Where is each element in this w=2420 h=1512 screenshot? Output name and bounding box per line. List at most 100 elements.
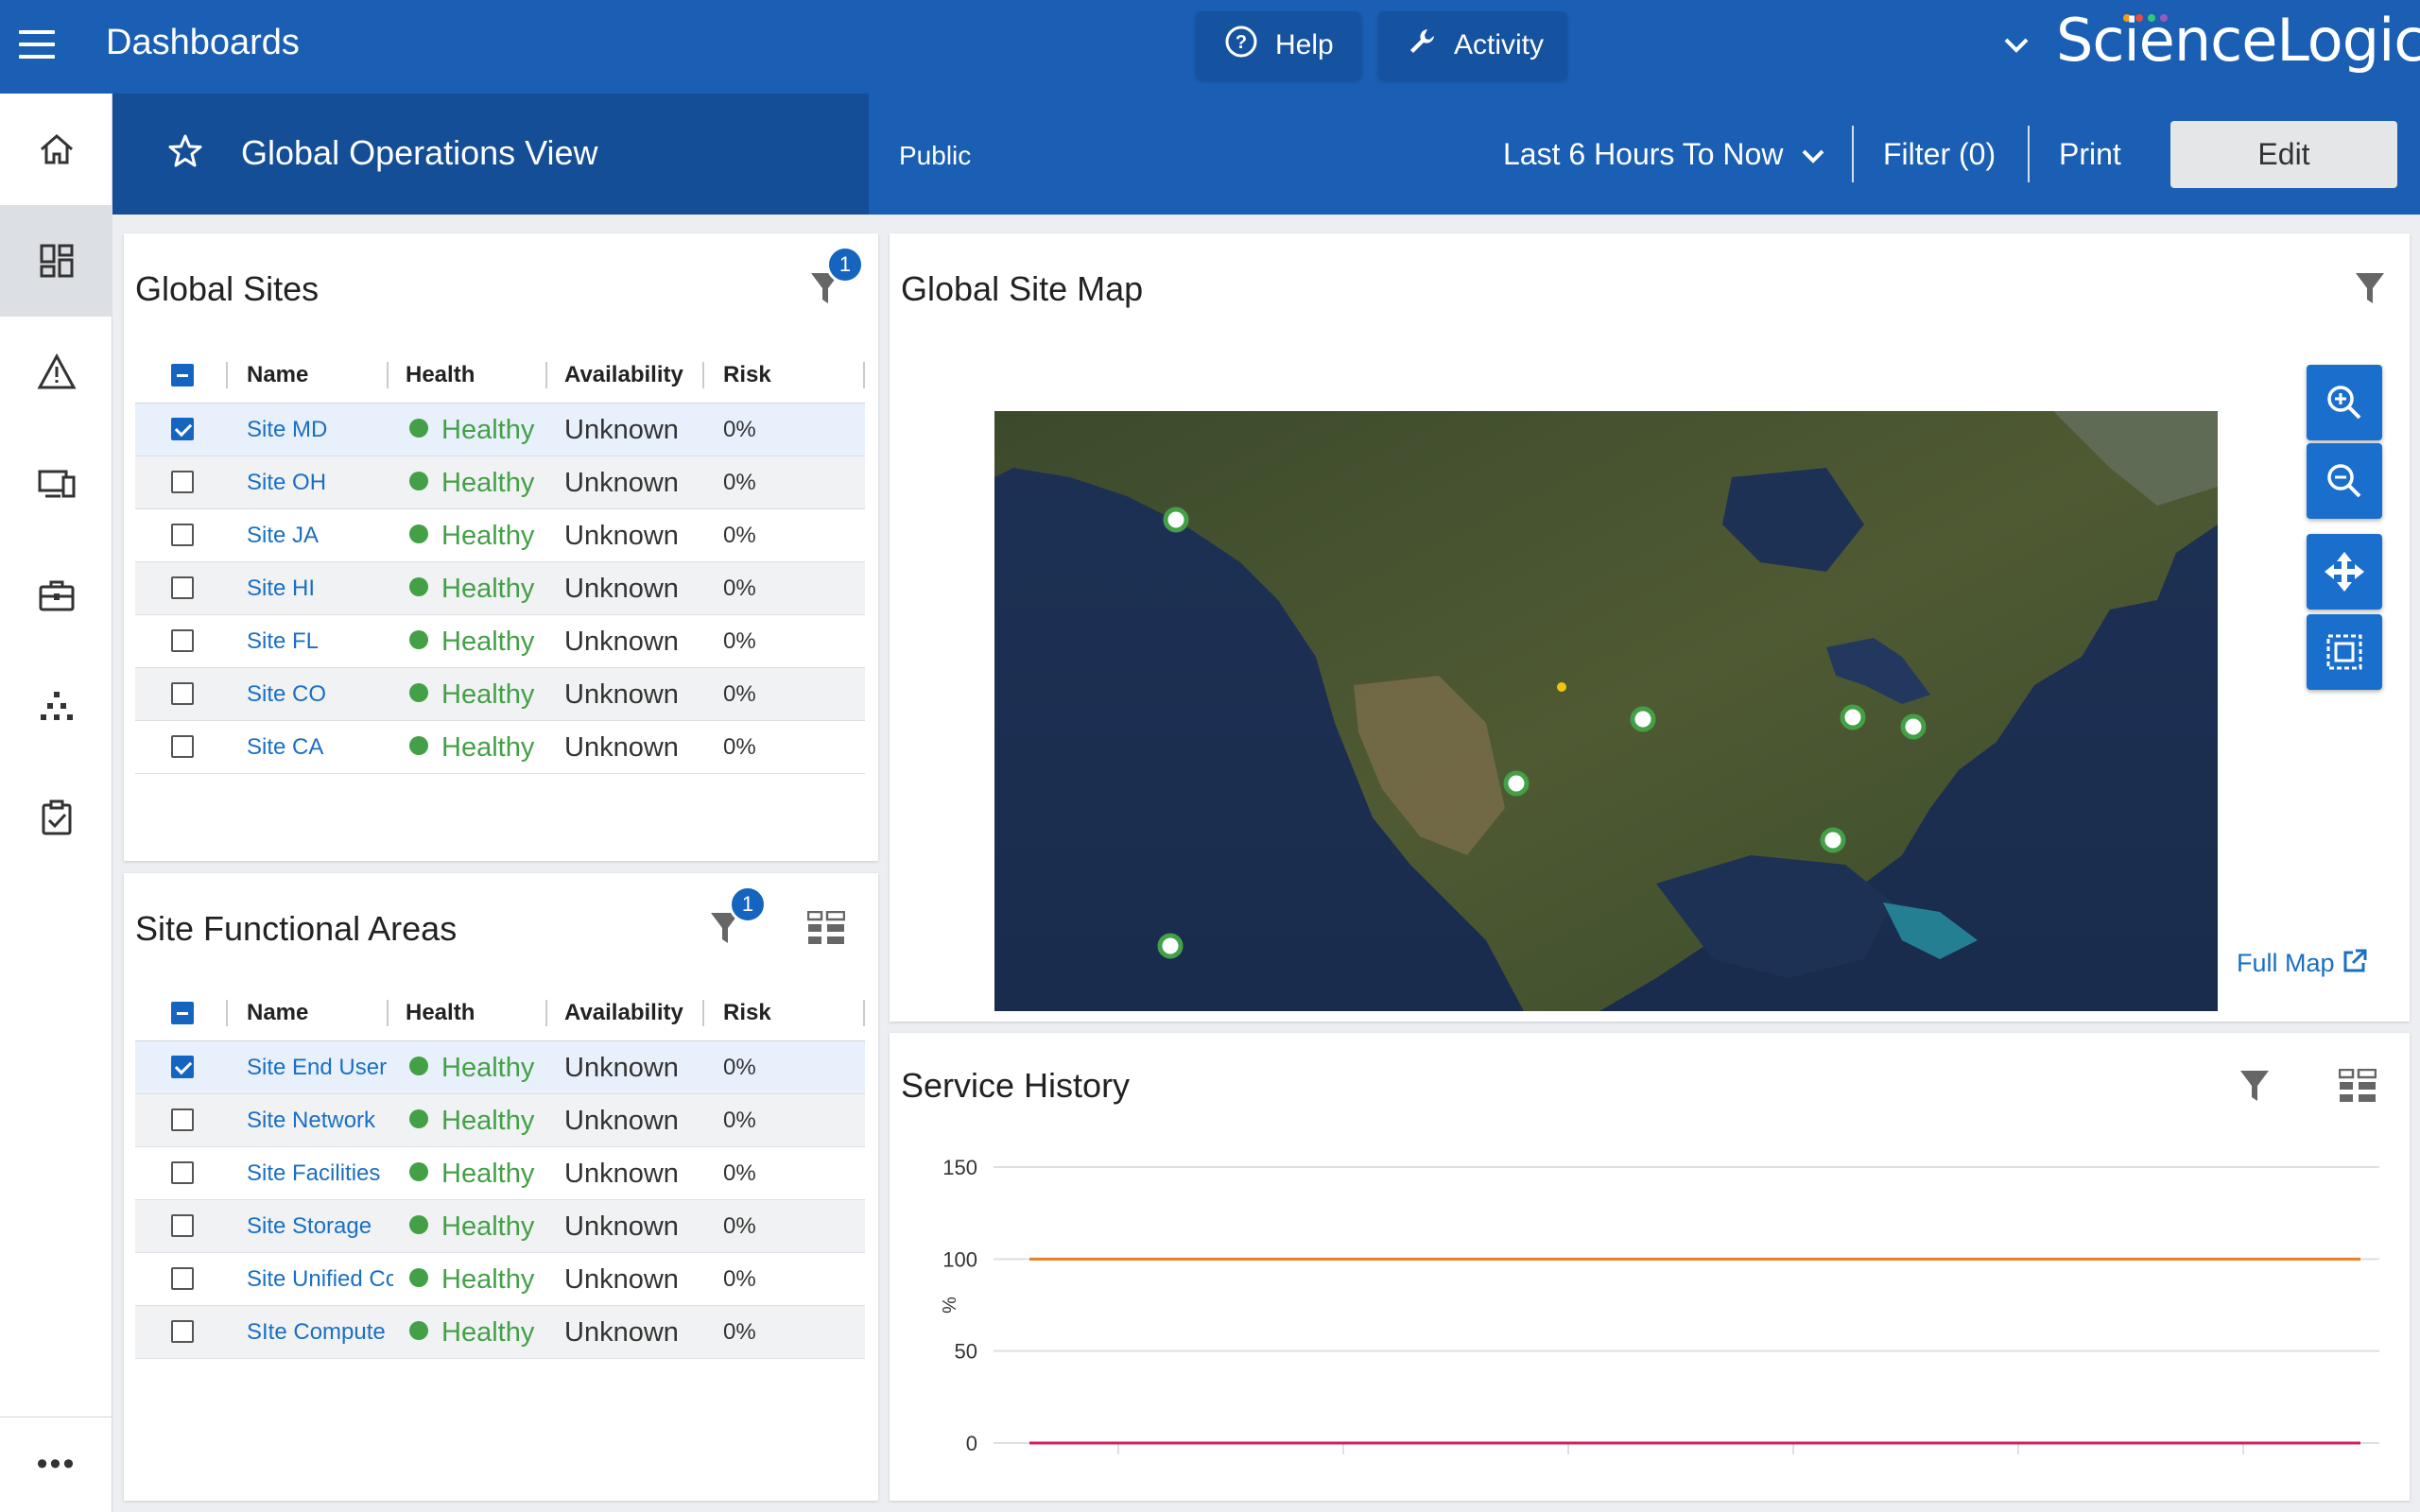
site-name-link[interactable]: Site Network	[247, 1108, 376, 1133]
row-checkbox[interactable]	[171, 1161, 194, 1184]
more-options-icon[interactable]: •••	[0, 1417, 112, 1511]
edit-button[interactable]: Edit	[2170, 121, 2397, 188]
site-name-link[interactable]: Site CA	[247, 734, 324, 760]
select-all-checkbox[interactable]	[171, 364, 194, 387]
filter-button[interactable]: Filter (0)	[1883, 137, 1996, 171]
table-row[interactable]: Site CO Healthy Unknown 0%	[135, 668, 865, 721]
nav-topology[interactable]	[0, 651, 112, 763]
row-checkbox[interactable]	[171, 1214, 194, 1237]
table-row[interactable]: Site FL Healthy Unknown 0%	[135, 615, 865, 668]
site-name-link[interactable]: Site CO	[247, 681, 327, 707]
site-name-link[interactable]: Site Storage	[247, 1213, 372, 1239]
print-button[interactable]: Print	[2059, 137, 2121, 171]
row-checkbox[interactable]	[171, 1267, 194, 1290]
column-header-health[interactable]: Health	[406, 1000, 475, 1025]
site-name-link[interactable]: Site HI	[247, 576, 316, 601]
zoom-in-button[interactable]	[2307, 365, 2382, 440]
favorite-star-icon[interactable]	[167, 133, 203, 179]
column-header-risk[interactable]: Risk	[723, 1000, 771, 1025]
row-checkbox[interactable]	[171, 1108, 194, 1131]
filter-icon[interactable]	[2238, 1067, 2275, 1105]
left-navigation: •••	[0, 94, 112, 1512]
health-status: Healthy	[409, 1159, 534, 1190]
y-tick-label: 0	[966, 1432, 977, 1455]
activity-button[interactable]: Activity	[1378, 11, 1567, 79]
user-menu-chevron-icon[interactable]	[2002, 30, 2031, 62]
hamburger-menu-icon[interactable]	[19, 30, 55, 59]
nav-tasks[interactable]	[0, 763, 112, 874]
table-row[interactable]: Site OH Healthy Unknown 0%	[135, 456, 865, 509]
row-checkbox[interactable]	[171, 1320, 194, 1343]
column-header-health[interactable]: Health	[406, 362, 475, 387]
table-row[interactable]: Site Network Healthy Unknown 0%	[135, 1094, 865, 1147]
site-name-link[interactable]: Site JA	[247, 523, 320, 548]
layout-toggle-icon[interactable]	[2338, 1068, 2377, 1103]
fit-bounds-button[interactable]	[2307, 614, 2382, 690]
health-dot-icon	[409, 630, 428, 649]
health-status: Healthy	[409, 1264, 534, 1296]
health-label: Healthy	[441, 627, 535, 657]
health-status: Healthy	[409, 1317, 534, 1349]
site-name-link[interactable]: Site MD	[247, 417, 328, 442]
row-checkbox[interactable]	[171, 524, 194, 546]
svg-text:?: ?	[1236, 32, 1247, 53]
table-row[interactable]: Site HI Healthy Unknown 0%	[135, 562, 865, 615]
row-checkbox[interactable]	[171, 576, 194, 599]
column-header-availability[interactable]: Availability	[564, 1000, 683, 1025]
row-checkbox[interactable]	[171, 418, 194, 440]
column-header-name[interactable]: Name	[247, 362, 309, 387]
zoom-out-button[interactable]	[2307, 443, 2382, 519]
y-axis-label: %	[938, 1297, 959, 1314]
help-button[interactable]: ? Help	[1196, 11, 1361, 79]
select-all-checkbox[interactable]	[171, 1002, 194, 1024]
site-name-link[interactable]: Site FL	[247, 628, 320, 654]
risk-value: 0%	[723, 1055, 756, 1080]
table-row[interactable]: SIte Compute Healthy Unknown 0%	[135, 1306, 865, 1359]
row-checkbox[interactable]	[171, 735, 194, 758]
site-name-link[interactable]: Site End User I	[247, 1055, 393, 1080]
full-map-link[interactable]: Full Map	[2237, 948, 2368, 978]
panel-title: Site Functional Areas	[135, 909, 458, 948]
risk-value: 0%	[723, 1108, 756, 1133]
table-row[interactable]: Site MD Healthy Unknown 0%	[135, 404, 865, 456]
world-map[interactable]	[994, 411, 2218, 1011]
nav-home[interactable]	[0, 94, 112, 205]
column-header-availability[interactable]: Availability	[564, 362, 683, 387]
row-checkbox[interactable]	[171, 471, 194, 493]
health-status: Healthy	[409, 415, 534, 446]
table-row[interactable]: Site Unified Cc Healthy Unknown 0%	[135, 1253, 865, 1306]
column-header-risk[interactable]: Risk	[723, 362, 771, 387]
pan-button[interactable]	[2307, 534, 2382, 610]
table-row[interactable]: Site Storage Healthy Unknown 0%	[135, 1200, 865, 1253]
filter-count-badge: 1	[826, 246, 864, 284]
availability-value: Unknown	[564, 574, 679, 604]
nav-events[interactable]	[0, 317, 112, 428]
nav-dashboards[interactable]	[0, 205, 112, 317]
row-checkbox[interactable]	[171, 1056, 194, 1078]
table-row[interactable]: Site Facilities Healthy Unknown 0%	[135, 1147, 865, 1200]
site-name-link[interactable]: Site Unified Cc	[247, 1266, 393, 1292]
nav-business-services[interactable]	[0, 540, 112, 651]
column-divider	[545, 362, 547, 388]
events-icon	[36, 352, 77, 389]
risk-value: 0%	[723, 470, 756, 495]
site-name-link[interactable]: Site Facilities	[247, 1160, 381, 1186]
filter-icon[interactable]	[2353, 269, 2391, 307]
site-name-link[interactable]: Site OH	[247, 470, 327, 495]
filter-icon[interactable]	[808, 269, 846, 307]
table-row[interactable]: Site CA Healthy Unknown 0%	[135, 721, 865, 774]
time-range-dropdown[interactable]: Last 6 Hours To Now	[1503, 137, 1825, 172]
row-checkbox[interactable]	[171, 682, 194, 705]
table-row[interactable]: Site End User I Healthy Unknown 0%	[135, 1041, 865, 1094]
full-map-label: Full Map	[2237, 949, 2335, 977]
row-checkbox[interactable]	[171, 629, 194, 652]
nav-devices[interactable]	[0, 428, 112, 540]
site-name-link[interactable]: SIte Compute	[247, 1319, 386, 1345]
column-header-name[interactable]: Name	[247, 1000, 309, 1025]
health-dot-icon	[409, 577, 428, 596]
layout-toggle-icon[interactable]	[806, 910, 846, 945]
filter-icon[interactable]	[708, 909, 746, 947]
panel-title: Global Site Map	[901, 269, 1144, 308]
health-dot-icon	[409, 419, 428, 438]
table-row[interactable]: Site JA Healthy Unknown 0%	[135, 509, 865, 562]
